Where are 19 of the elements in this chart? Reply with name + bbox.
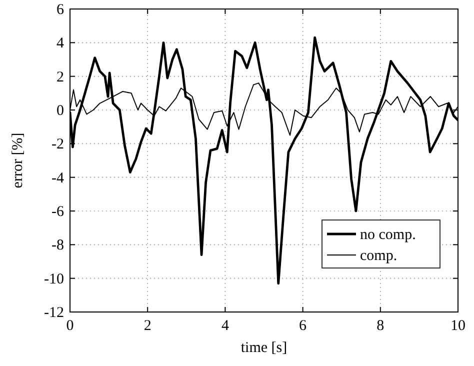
- y-tick-label: -10: [44, 271, 64, 288]
- x-tick-label: 4: [221, 318, 230, 334]
- legend-label: no comp.: [360, 227, 416, 243]
- y-tick-label: -8: [52, 238, 64, 254]
- legend-label: comp.: [360, 248, 398, 264]
- x-tick-label: 10: [450, 318, 466, 334]
- y-tick-label: 0: [56, 103, 64, 119]
- y-tick-label: 2: [56, 69, 64, 86]
- y-tick-label: -6: [52, 204, 64, 220]
- y-tick-label: -2: [52, 136, 64, 153]
- x-tick-label: 6: [299, 318, 308, 334]
- y-axis-title: error [%]: [10, 132, 26, 188]
- y-tick-label: -12: [44, 305, 64, 321]
- x-tick-label: 2: [144, 318, 152, 334]
- y-tick-label: 4: [56, 36, 64, 52]
- y-tick-label: 6: [56, 2, 64, 18]
- y-tick-label: -4: [52, 170, 64, 186]
- x-axis-title: time [s]: [240, 340, 288, 356]
- x-tick-label: 8: [376, 318, 384, 334]
